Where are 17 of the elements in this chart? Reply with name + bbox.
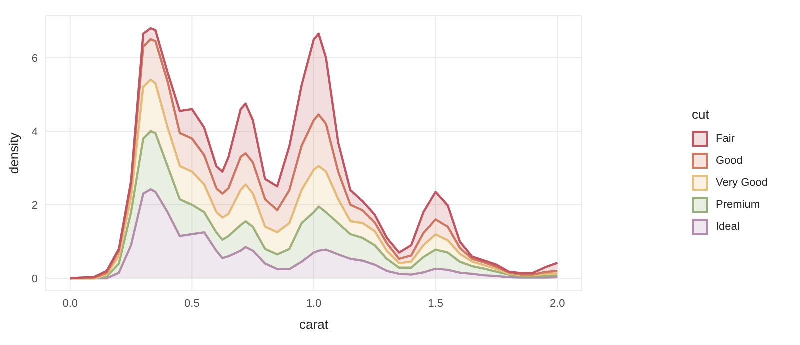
y-tick-label: 2 — [32, 200, 38, 212]
x-tick-label: 1.5 — [428, 298, 444, 310]
x-tick-label: 0.0 — [62, 298, 78, 310]
legend-label: Very Good — [716, 177, 768, 189]
x-tick-label: 1.0 — [306, 298, 322, 310]
x-tick-label: 0.5 — [184, 298, 200, 310]
y-tick-label: 4 — [32, 126, 38, 138]
y-tick-label: 0 — [32, 273, 38, 286]
y-axis-title: density — [6, 132, 22, 174]
x-axis-title: carat — [300, 317, 329, 332]
y-tick-label: 6 — [32, 52, 38, 65]
legend-label: Good — [716, 155, 743, 167]
legend-label: Fair — [716, 133, 735, 145]
legend-title: cut — [692, 107, 710, 122]
x-tick-label: 2.0 — [550, 298, 566, 310]
legend-label: Premium — [716, 199, 760, 211]
legend-label: Ideal — [716, 221, 740, 233]
